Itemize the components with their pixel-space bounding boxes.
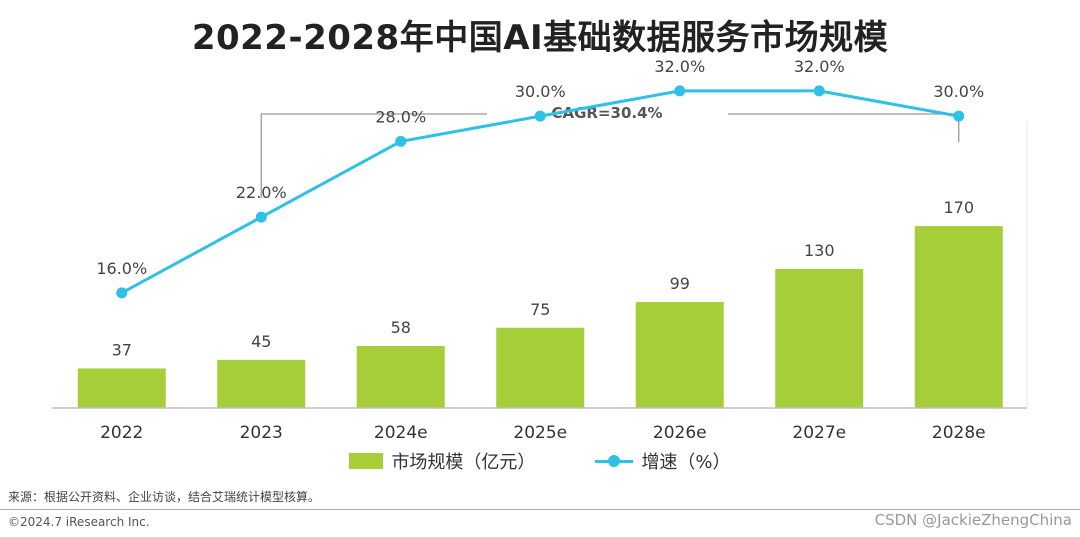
chart-title: 2022-2028年中国AI基础数据服务市场规模 — [191, 18, 889, 58]
x-tick-2024e: 2024e — [374, 423, 428, 443]
legend-line-swatch — [595, 453, 634, 469]
x-tick-2027e: 2027e — [792, 423, 846, 443]
cagr-annotation: CAGR=30.4% — [551, 104, 662, 122]
bar-value-label-2028e: 170 — [943, 198, 974, 217]
legend-bar-swatch — [349, 453, 384, 469]
x-tick-2022: 2022 — [100, 423, 143, 443]
growth-point-2028e — [953, 110, 965, 122]
legend-item-line: 增速（%） — [595, 448, 731, 474]
growth-point-2023 — [255, 211, 267, 223]
bar-value-label-2022: 37 — [112, 340, 132, 359]
legend-item-bar: 市场规模（亿元） — [349, 448, 535, 474]
cagr-bracket-left — [260, 113, 487, 198]
bar-2024e — [356, 345, 445, 408]
source-note: 来源：根据公开资料、企业访谈，结合艾瑞统计模型核算。 — [8, 490, 321, 504]
bar-2025e — [496, 327, 585, 408]
growth-label-2024e: 28.0% — [375, 107, 426, 126]
chart-canvas: CAGR=30.4% 37 2022 45 2023 58 2024e 75 2025e 99 2… — [52, 57, 1028, 443]
bar-value-label-2027e: 130 — [804, 241, 835, 260]
bar-value-label-2023: 45 — [251, 332, 271, 351]
x-tick-2026e: 2026e — [653, 423, 707, 443]
bar-value-label-2024e: 58 — [391, 318, 411, 337]
growth-label-2022: 16.0% — [96, 259, 147, 278]
growth-point-2025e — [534, 110, 546, 122]
watermark: CSDN @JackieZhengChina — [874, 511, 1072, 529]
bar-2026e — [635, 302, 724, 408]
x-tick-2028e: 2028e — [932, 423, 986, 443]
growth-point-2024e — [395, 135, 407, 147]
bar-value-label-2026e: 99 — [670, 274, 690, 293]
cagr-bracket-right — [728, 113, 960, 142]
bar-2028e — [914, 226, 1003, 408]
growth-label-2027e: 32.0% — [794, 57, 845, 76]
growth-label-2026e: 32.0% — [654, 57, 705, 76]
growth-label-2025e: 30.0% — [515, 82, 566, 101]
legend: 市场规模（亿元） 增速（%） — [0, 448, 1080, 474]
legend-line-label: 增速（%） — [641, 452, 731, 473]
copyright: ©2024.7 iResearch Inc. — [8, 515, 150, 529]
growth-point-2026e — [674, 85, 686, 97]
bar-2022 — [77, 368, 166, 408]
bar-2023 — [217, 359, 306, 408]
growth-point-2022 — [116, 287, 128, 299]
bar-value-label-2025e: 75 — [530, 300, 550, 319]
growth-label-2023: 22.0% — [236, 183, 287, 202]
x-tick-2025e: 2025e — [513, 423, 567, 443]
bar-2027e — [775, 268, 864, 408]
growth-point-2027e — [813, 85, 825, 97]
x-tick-2023: 2023 — [240, 423, 283, 443]
legend-bar-label: 市场规模（亿元） — [391, 452, 536, 473]
footer-divider — [0, 509, 1080, 510]
growth-label-2028e: 30.0% — [933, 82, 984, 101]
